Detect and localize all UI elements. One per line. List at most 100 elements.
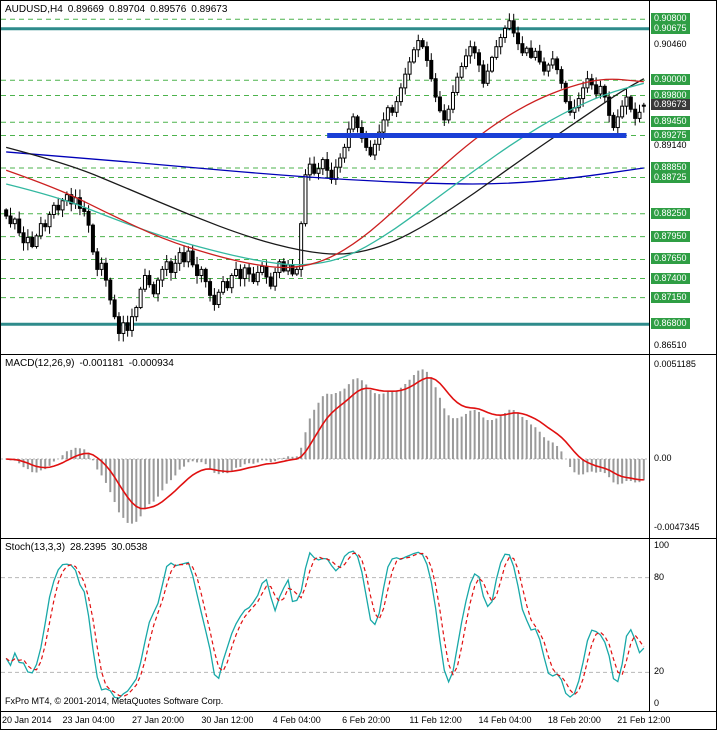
stoch-d-value: 30.0538 xyxy=(111,542,148,553)
candle xyxy=(372,139,377,161)
candle xyxy=(437,91,442,113)
macd-signal-value: -0.000934 xyxy=(128,358,174,369)
panel-separator[interactable] xyxy=(1,354,716,355)
candle xyxy=(624,89,629,115)
stoch-label: Stoch(13,3,3) 28.2395 30.0538 xyxy=(5,542,152,553)
candle xyxy=(73,189,78,209)
candle xyxy=(385,105,390,127)
candle xyxy=(281,258,286,273)
stoch-k-value: 28.2395 xyxy=(70,542,107,553)
candle xyxy=(8,207,13,228)
candle xyxy=(459,62,464,80)
price-level-label: 0.87400 xyxy=(651,273,690,284)
moving-average-long-black[interactable] xyxy=(6,78,645,255)
candle xyxy=(429,53,434,82)
axis-divider xyxy=(649,1,650,711)
candle xyxy=(51,202,56,219)
candle xyxy=(446,105,451,124)
candle xyxy=(615,109,620,134)
time-axis-label: 27 Jan 20:00 xyxy=(131,715,185,725)
candle xyxy=(494,39,499,60)
candle xyxy=(468,40,473,64)
candle xyxy=(99,257,104,276)
macd-axis-max: 0.0051185 xyxy=(654,359,696,369)
candle xyxy=(628,95,633,113)
candle xyxy=(611,112,616,131)
candle xyxy=(251,266,256,285)
candle xyxy=(533,47,538,61)
platform-copyright: FxPro MT4, © 2001-2014, MetaQuotes Softw… xyxy=(5,696,224,706)
price-axis-tick: 0.86510 xyxy=(654,340,687,350)
moving-average-mid-teal[interactable] xyxy=(6,82,645,266)
candle xyxy=(82,200,87,217)
ohlc-close: 0.89673 xyxy=(191,4,228,15)
candle xyxy=(329,162,334,184)
time-axis-label: 14 Feb 04:00 xyxy=(478,715,532,725)
time-axis[interactable]: 20 Jan 2014 23 Jan 04:00 27 Jan 20:00 30 Ja… xyxy=(1,712,716,729)
candle xyxy=(572,99,577,120)
price-level-label: 0.88725 xyxy=(651,172,690,183)
candle xyxy=(450,85,455,114)
stoch-axis-tick: 80 xyxy=(654,572,665,582)
candle xyxy=(164,255,169,277)
time-axis-label: 4 Feb 04:00 xyxy=(272,715,321,725)
moving-average-fast-red[interactable] xyxy=(5,78,644,269)
candle xyxy=(225,278,230,291)
candle xyxy=(602,84,607,104)
candle xyxy=(155,277,160,302)
candle xyxy=(203,267,208,288)
candle xyxy=(524,46,529,57)
candle xyxy=(542,57,547,76)
candle xyxy=(407,57,412,80)
candle xyxy=(394,96,399,118)
candle xyxy=(355,114,360,133)
candle xyxy=(490,55,495,73)
macd-name: MACD(12,26,9) xyxy=(5,358,75,369)
time-axis-label: 18 Feb 20:00 xyxy=(547,715,601,725)
candle xyxy=(537,44,542,65)
candle xyxy=(511,13,516,38)
candle xyxy=(138,286,143,310)
price-axis-tick: 0.89140 xyxy=(654,140,687,150)
stoch-axis-tick: 100 xyxy=(654,540,670,550)
moving-average-slow-blue[interactable] xyxy=(6,151,644,185)
time-axis-label: 20 Jan 2014 xyxy=(2,715,52,725)
candle xyxy=(529,40,534,59)
candle xyxy=(303,169,308,227)
price-chart-panel[interactable] xyxy=(1,1,649,354)
candle xyxy=(142,268,147,292)
candle xyxy=(481,60,486,88)
stoch-panel[interactable] xyxy=(1,539,649,711)
price-level-label: 0.90000 xyxy=(651,74,690,85)
ohlc-open: 0.89669 xyxy=(67,4,104,15)
panel-separator xyxy=(1,711,716,712)
candle xyxy=(442,104,447,126)
candle xyxy=(433,73,438,103)
candle xyxy=(620,100,625,119)
candle xyxy=(186,246,191,268)
time-axis-label: 11 Feb 12:00 xyxy=(409,715,462,725)
candle xyxy=(633,102,638,126)
candle xyxy=(177,247,182,271)
chart-title: AUDUSD,H4 0.89669 0.89704 0.89576 0.89673 xyxy=(5,4,232,15)
stoch-axis-tick: 20 xyxy=(654,666,665,676)
price-level-label: 0.87150 xyxy=(651,292,690,303)
candle xyxy=(169,258,174,281)
candle xyxy=(260,262,265,276)
price-level-label: 0.88850 xyxy=(651,162,690,173)
current-price-label: 0.89673 xyxy=(651,99,690,110)
candle xyxy=(268,272,273,290)
candle xyxy=(216,289,221,309)
symbol-timeframe-label: AUDUSD,H4 xyxy=(5,4,63,15)
candle xyxy=(60,198,65,218)
candle xyxy=(273,267,278,291)
macd-panel[interactable] xyxy=(1,355,649,538)
price-axis[interactable]: 0.90460 0.89140 0.86510 0.90800 0.90675 0.900… xyxy=(650,1,716,729)
time-axis-label: 6 Feb 20:00 xyxy=(342,715,391,725)
candle xyxy=(555,56,560,75)
macd-main-value: -0.001181 xyxy=(79,358,124,369)
candle xyxy=(351,113,356,133)
panel-separator[interactable] xyxy=(1,538,716,539)
macd-label: MACD(12,26,9) -0.001181 -0.000934 xyxy=(5,358,179,369)
candle xyxy=(559,66,564,89)
